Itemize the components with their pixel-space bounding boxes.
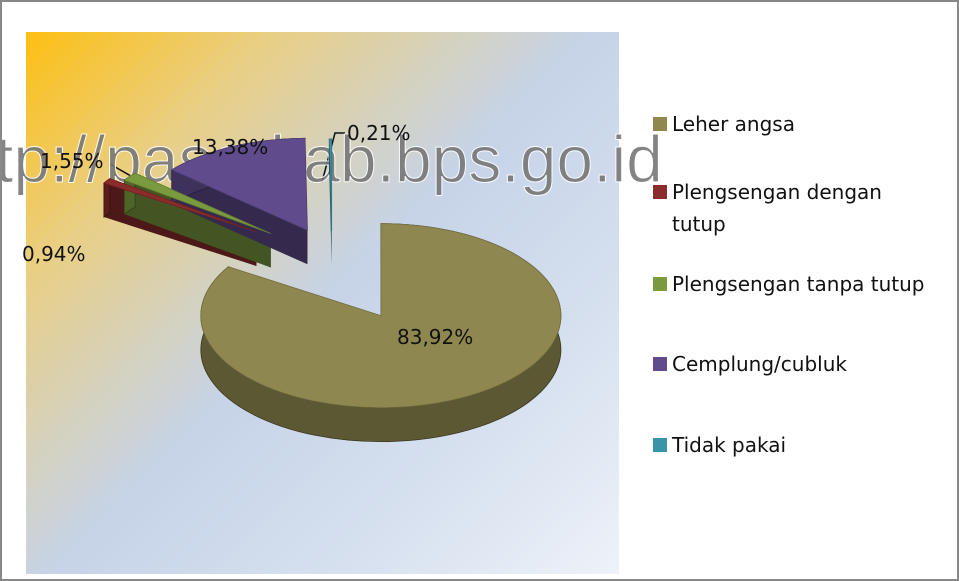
slices [103,137,562,409]
data-label: 83,92% [397,325,473,349]
legend-label: Tidak pakai [672,433,787,457]
legend-marker [653,357,667,371]
legend-label: Leher angsa [672,112,795,136]
legend-label: Cemplung/cubluk [672,352,847,376]
data-label: 0,94% [22,242,86,266]
slice [170,137,308,231]
slice-cut-face [171,169,308,265]
legend-marker [653,277,667,291]
legend-label: Plengsengan dengan tutup [672,180,882,236]
data-label: 0,21% [347,121,411,145]
leader-line [321,132,345,183]
data-label: 13,38% [192,135,268,159]
legend-label: Plengsengan tanpa tutup [672,272,925,296]
slice [200,223,562,409]
slice [103,178,257,233]
legend-marker [653,438,667,452]
slice [328,138,333,232]
slice [123,172,271,234]
legend-marker [653,117,667,131]
legend-marker [653,185,667,199]
data-label: 1,55% [40,149,104,173]
